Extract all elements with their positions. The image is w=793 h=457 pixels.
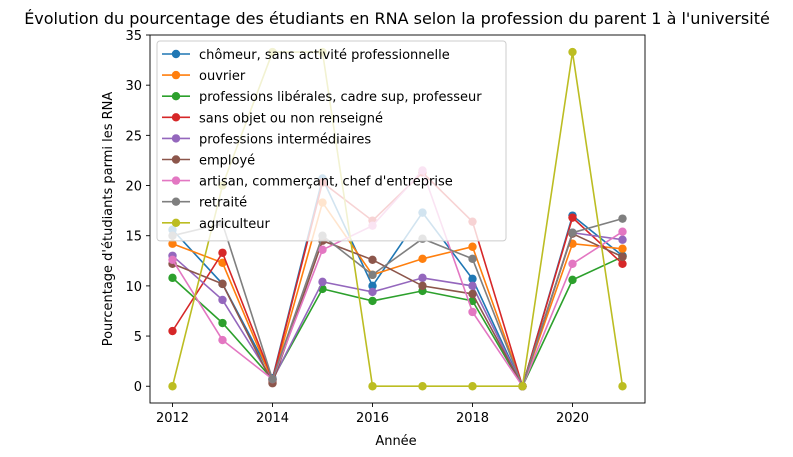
legend-item: retraité (162, 196, 247, 211)
data-point (618, 382, 627, 391)
axes-frame (149, 34, 646, 404)
series-line (172, 217, 623, 389)
data-point (218, 258, 227, 268)
legend-marker (171, 218, 181, 227)
data-point (568, 213, 577, 222)
x-axis: 2012 2014 2016 2018 2020 (156, 403, 589, 426)
data-point (418, 281, 427, 291)
legend-marker (171, 134, 181, 143)
legend-marker (171, 92, 181, 101)
legend-marker (171, 155, 181, 164)
y-tick-label: 25 (125, 129, 142, 144)
legend-label: chômeur, sans activité professionnelle (199, 48, 450, 63)
legend-item: professions intermédiaires (162, 132, 371, 147)
data-point (318, 245, 327, 254)
legend-item: artisan, commerçant, chef d'entreprise (162, 175, 453, 190)
data-point (168, 255, 177, 264)
series-line (172, 200, 623, 389)
legend-label: sans objet ou non renseigné (199, 111, 383, 126)
x-axis-label: Année (375, 434, 416, 449)
legend-item: professions libérales, cadre sup, profes… (162, 90, 482, 105)
y-tick-label: 35 (125, 29, 142, 44)
x-tick-label: 2012 (156, 411, 189, 426)
data-point (618, 235, 627, 244)
y-axis: 0 5 10 15 20 25 30 35 (125, 29, 150, 395)
legend-label: agriculteur (199, 217, 271, 232)
data-point (568, 259, 577, 269)
data-point (218, 335, 227, 345)
legend-label: professions intermédiaires (199, 132, 371, 147)
data-point (418, 273, 427, 283)
data-point (618, 214, 627, 223)
x-tick-label: 2014 (256, 411, 289, 426)
legend-label: retraité (199, 196, 247, 211)
data-point (418, 382, 427, 391)
y-tick-label: 20 (125, 180, 142, 195)
x-tick-label: 2016 (356, 411, 389, 426)
series-line (171, 231, 623, 389)
legend-item: chômeur, sans activité professionnelle (162, 48, 450, 63)
x-tick-label: 2020 (556, 411, 589, 426)
data-point (168, 239, 177, 248)
legend-box (156, 40, 507, 242)
legend-marker (171, 113, 181, 122)
data-point (618, 244, 627, 253)
legend-label: employé (199, 154, 255, 169)
data-point (468, 242, 477, 251)
legend-marker (171, 197, 181, 206)
x-tick-label: 2018 (456, 411, 489, 426)
data-point (168, 326, 177, 336)
data-point (418, 254, 427, 263)
data-point (218, 318, 227, 328)
data-point (368, 255, 377, 264)
data-point (568, 275, 577, 285)
data-point (468, 382, 477, 391)
y-tick-label: 15 (125, 230, 142, 245)
data-point (218, 295, 227, 305)
data-point (368, 270, 377, 280)
data-point (318, 277, 327, 287)
data-point (268, 375, 277, 384)
legend-label: ouvrier (199, 69, 246, 84)
data-point (368, 287, 377, 297)
chart-title: Évolution du pourcentage des étudiants e… (24, 9, 770, 28)
data-point (168, 382, 177, 391)
data-point (368, 382, 377, 391)
data-point (618, 259, 627, 269)
y-tick-label: 30 (125, 79, 142, 94)
data-point (468, 307, 477, 317)
y-tick-label: 10 (125, 280, 142, 295)
data-point (368, 296, 377, 306)
data-point (618, 227, 627, 236)
legend-item: agriculteur (162, 217, 271, 232)
data-point (218, 279, 227, 289)
data-point (218, 248, 227, 257)
data-point (468, 254, 477, 263)
y-tick-label: 0 (134, 380, 142, 395)
legend-item: employé (162, 154, 255, 169)
y-axis-label: Pourcentage d'étudiants parmi les RNA (101, 92, 116, 347)
series-line (171, 256, 623, 388)
data-point (468, 289, 477, 299)
y-tick-label: 5 (134, 330, 142, 345)
data-point (568, 47, 577, 57)
data-point (468, 274, 477, 284)
legend-marker (171, 49, 181, 59)
legend-item: sans objet ou non renseigné (162, 111, 383, 126)
data-point (468, 281, 477, 291)
data-point (168, 273, 177, 283)
data-point (568, 228, 577, 237)
data-point (618, 252, 627, 261)
legend-label: artisan, commerçant, chef d'entreprise (199, 175, 453, 190)
data-point (518, 382, 527, 391)
legend-label: professions libérales, cadre sup, profes… (199, 90, 482, 105)
legend-marker (171, 70, 181, 80)
legend: chômeur, sans activité professionnelle ou… (156, 40, 507, 242)
legend-item: ouvrier (162, 69, 246, 84)
legend-marker (171, 176, 181, 185)
data-point (368, 281, 377, 291)
